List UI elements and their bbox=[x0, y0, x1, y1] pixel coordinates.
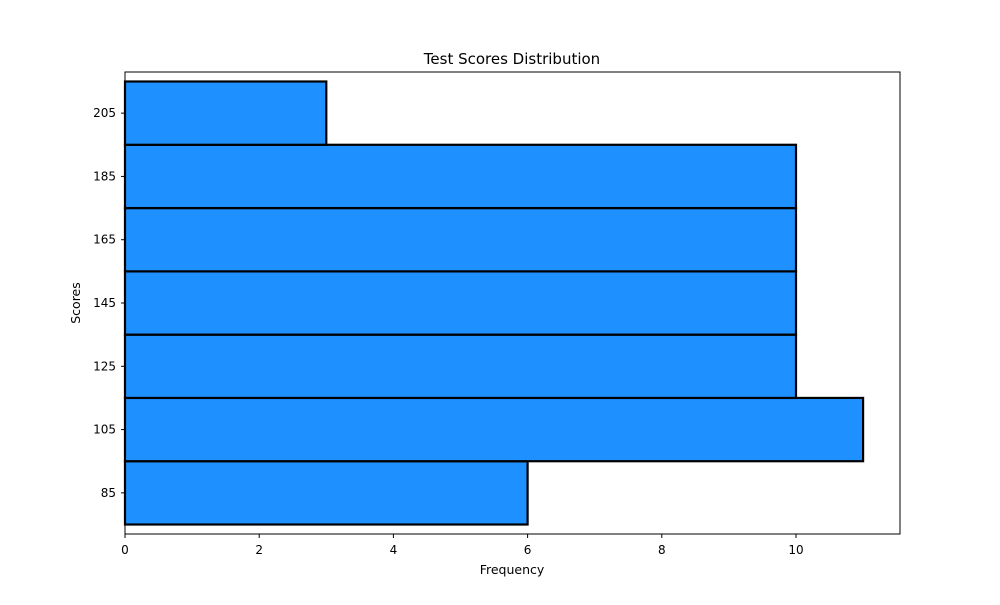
y-tick-label: 165 bbox=[93, 233, 116, 247]
bar-105 bbox=[123, 396, 865, 463]
bar-165 bbox=[123, 206, 798, 273]
x-tick-label: 6 bbox=[524, 543, 532, 557]
x-axis-ticks: 0 2 4 6 8 10 bbox=[121, 534, 804, 557]
y-axis-label: Scores bbox=[68, 282, 83, 324]
bar-125 bbox=[123, 333, 798, 400]
bar-185 bbox=[123, 143, 798, 210]
bar-205 bbox=[123, 80, 328, 146]
bar-145 bbox=[123, 270, 798, 336]
x-axis-label: Frequency bbox=[480, 562, 545, 577]
y-tick-label: 125 bbox=[93, 359, 116, 373]
x-tick-label: 0 bbox=[121, 543, 129, 557]
y-tick-label: 85 bbox=[101, 486, 116, 500]
x-tick-label: 10 bbox=[788, 543, 803, 557]
chart-title: Test Scores Distribution bbox=[423, 50, 600, 68]
y-tick-label: 205 bbox=[93, 106, 116, 120]
y-tick-label: 105 bbox=[93, 423, 116, 437]
x-tick-label: 4 bbox=[390, 543, 398, 557]
bar-85 bbox=[123, 460, 529, 526]
y-tick-label: 185 bbox=[93, 169, 116, 183]
x-tick-label: 2 bbox=[255, 543, 263, 557]
y-axis-ticks: 85 105 125 145 165 185 205 bbox=[93, 106, 125, 500]
y-tick-label: 145 bbox=[93, 296, 116, 310]
x-tick-label: 8 bbox=[658, 543, 666, 557]
bars-layer bbox=[123, 80, 865, 526]
